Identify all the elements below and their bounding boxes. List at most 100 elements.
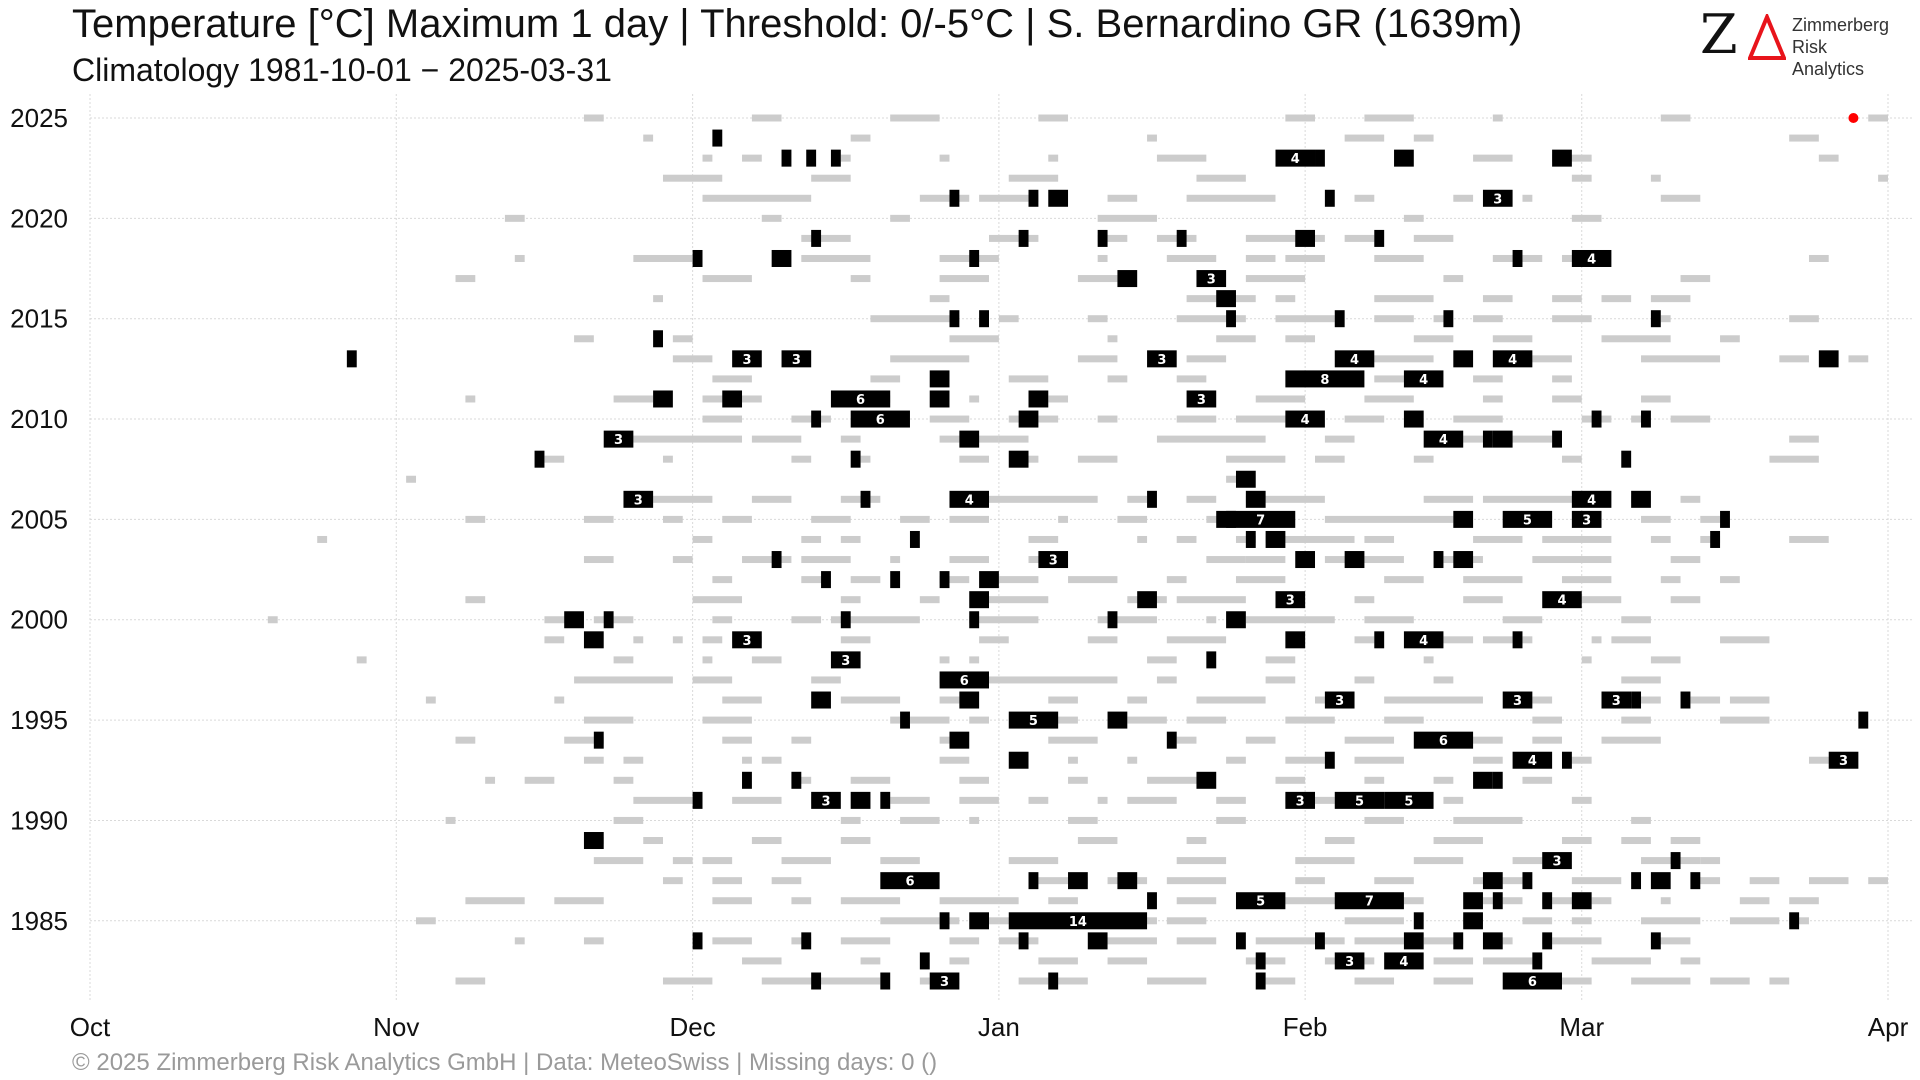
mild-bar xyxy=(267,616,278,624)
mild-bar xyxy=(781,857,831,865)
mild-bar xyxy=(1660,897,1671,905)
mild-bar xyxy=(613,656,634,664)
mild-bar xyxy=(1058,515,1069,523)
severe-bar xyxy=(1453,551,1474,569)
severe-bar xyxy=(1433,551,1444,569)
mild-bar xyxy=(1739,897,1770,905)
severe-bar xyxy=(1571,510,1602,528)
mild-bar xyxy=(1117,515,1148,523)
bar-duration-label: 6 xyxy=(876,413,885,428)
mild-bar xyxy=(1680,957,1701,965)
mild-bar xyxy=(1552,315,1592,323)
severe-bar xyxy=(1403,932,1424,950)
severe-bar xyxy=(1285,791,1316,809)
bar-duration-label: 5 xyxy=(1256,895,1265,910)
mild-bar xyxy=(969,716,989,724)
chart-title: Temperature [°C] Maximum 1 day | Thresho… xyxy=(72,2,1523,46)
mild-bar xyxy=(1097,796,1108,804)
severe-bar xyxy=(1324,751,1335,769)
mild-bar xyxy=(1552,395,1582,403)
severe-bar xyxy=(1492,350,1533,368)
mild-bar xyxy=(1295,857,1355,865)
mild-bar xyxy=(1720,576,1740,584)
mild-bar xyxy=(939,576,970,584)
severe-bar xyxy=(1235,470,1256,488)
mild-bar xyxy=(989,676,1118,684)
x-tick-label: Feb xyxy=(1283,1012,1328,1042)
mild-bar xyxy=(1532,556,1612,564)
mild-bar xyxy=(465,395,476,403)
bar-duration-label: 5 xyxy=(1029,714,1038,729)
bar-duration-label: 3 xyxy=(614,433,623,448)
mild-bar xyxy=(702,716,752,724)
severe-bar xyxy=(1463,892,1483,910)
mild-bar xyxy=(574,676,673,684)
mild-bar xyxy=(1878,174,1888,182)
mild-bar xyxy=(1779,355,1809,363)
severe-bar xyxy=(1087,932,1108,950)
mild-bar xyxy=(1275,315,1335,323)
mild-bar xyxy=(840,535,861,543)
mild-bar xyxy=(1038,114,1069,122)
bar-duration-label: 3 xyxy=(1296,794,1305,809)
severe-bar xyxy=(969,611,980,629)
mild-bar xyxy=(1147,134,1157,142)
mild-bar xyxy=(1008,375,1049,383)
severe-bar xyxy=(1028,872,1039,890)
severe-bar xyxy=(1384,952,1424,970)
severe-bar xyxy=(1255,972,1266,990)
severe-bar xyxy=(1008,711,1059,729)
mild-bar xyxy=(613,395,654,403)
severe-bar xyxy=(811,691,831,709)
mild-bar xyxy=(959,796,999,804)
mild-bar xyxy=(761,756,782,764)
severe-bar xyxy=(1502,972,1562,990)
mild-bar xyxy=(564,736,604,744)
mild-bar xyxy=(1591,897,1612,905)
logo-line2: Risk Analytics xyxy=(1792,37,1865,79)
severe-bar xyxy=(1571,892,1592,910)
bar-duration-label: 7 xyxy=(1365,895,1374,910)
mild-bar xyxy=(1364,616,1414,624)
x-tick-label: Dec xyxy=(670,1012,716,1042)
mild-bar xyxy=(1245,234,1325,242)
severe-bar xyxy=(1028,390,1049,408)
severe-bar xyxy=(949,490,989,508)
mild-bar xyxy=(860,957,881,965)
mild-bar xyxy=(702,194,812,202)
severe-bar xyxy=(1107,711,1128,729)
mild-bar xyxy=(1008,174,1059,182)
mild-bar xyxy=(850,275,871,283)
severe-bar xyxy=(1265,530,1286,548)
mild-bar xyxy=(1176,375,1207,383)
severe-bar xyxy=(771,551,782,569)
bar-duration-label: 6 xyxy=(1439,734,1448,749)
bar-duration-label: 6 xyxy=(856,393,865,408)
severe-bar xyxy=(1275,591,1306,609)
severe-bar xyxy=(1423,430,1464,448)
mild-bar xyxy=(702,656,713,664)
mild-bar xyxy=(840,596,861,604)
logo-line1: Zimmerberg xyxy=(1792,15,1890,35)
severe-bar xyxy=(1552,149,1572,167)
severe-bar xyxy=(949,189,960,207)
mild-bar xyxy=(613,816,644,824)
mild-bar xyxy=(1038,957,1078,965)
severe-bar xyxy=(1650,310,1661,328)
mild-bar xyxy=(1561,837,1592,845)
mild-bar xyxy=(840,435,861,443)
mild-bar xyxy=(1275,776,1306,784)
mild-bar xyxy=(1413,134,1434,142)
mild-bar xyxy=(406,475,417,483)
mild-bar xyxy=(1127,796,1177,804)
mild-bar xyxy=(1532,736,1562,744)
mild-bar xyxy=(830,616,920,624)
mild-bar xyxy=(1265,656,1296,664)
severe-bar xyxy=(1591,410,1602,428)
mild-bar xyxy=(1097,616,1157,624)
mild-bar xyxy=(1601,295,1632,303)
mild-bar xyxy=(1077,355,1118,363)
bar-duration-label: 3 xyxy=(1049,554,1058,569)
mild-bar xyxy=(1413,857,1464,865)
mild-bar xyxy=(1561,455,1582,463)
